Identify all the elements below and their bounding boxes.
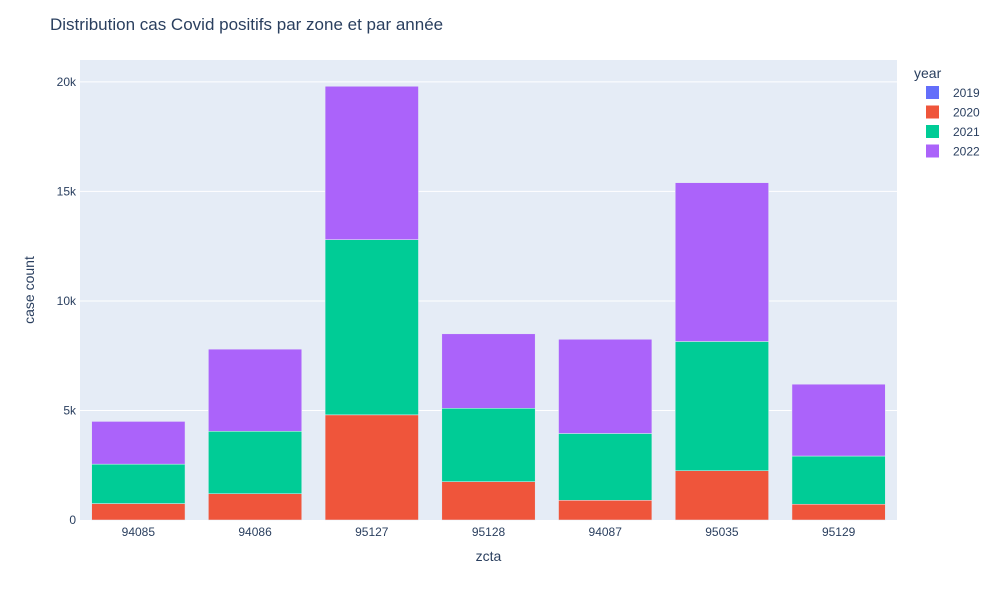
bar-95127-2022[interactable] [324,86,419,240]
bar-94085-2021[interactable] [91,463,186,504]
x-tick-label: 95129 [822,525,856,539]
legend: year 2019 2020 2021 2022 [914,65,980,159]
y-tick-label: 15k [57,184,77,198]
legend-swatch-2019[interactable] [926,86,939,99]
y-axis-label: case count [21,256,37,324]
bar-94086-2020[interactable] [208,493,303,521]
bar-95129-2022[interactable] [791,383,886,457]
y-axis-ticks: 0 5k 10k 15k 20k [57,75,77,527]
bar-94087-2022[interactable] [558,339,653,434]
bar-95035-2022[interactable] [674,182,769,342]
legend-title: year [914,65,942,81]
y-tick-label: 0 [69,513,76,527]
bar-95128-2022[interactable] [441,333,536,409]
bar-95127-2020[interactable] [324,414,419,521]
x-axis-label: zcta [476,548,502,564]
x-tick-label: 94086 [238,525,272,539]
bar-95128-2020[interactable] [441,481,536,521]
y-tick-label: 20k [57,75,77,89]
x-tick-label: 95127 [355,525,389,539]
legend-label-2021[interactable]: 2021 [953,125,980,139]
bar-95128-2021[interactable] [441,408,536,482]
bars [91,86,886,521]
bar-95035-2020[interactable] [674,470,769,521]
bar-94085-2020[interactable] [91,503,186,521]
x-tick-label: 95128 [472,525,506,539]
x-tick-label: 94087 [589,525,623,539]
legend-swatch-2022[interactable] [926,144,939,158]
bar-94087-2020[interactable] [558,500,653,521]
bar-94086-2021[interactable] [208,431,303,494]
bar-94085-2022[interactable] [91,421,186,465]
bar-94086-2022[interactable] [208,348,303,432]
y-tick-label: 10k [57,294,77,308]
bar-94087-2021[interactable] [558,433,653,501]
legend-label-2019[interactable]: 2019 [953,86,980,100]
legend-swatch-2020[interactable] [926,105,939,119]
chart-title: Distribution cas Covid positifs par zone… [50,15,443,34]
x-tick-label: 94085 [122,525,156,539]
legend-swatch-2021[interactable] [926,125,939,138]
bar-95127-2021[interactable] [324,239,419,416]
x-axis-ticks: 94085 94086 95127 95128 94087 95035 95129 [122,525,856,539]
legend-label-2022[interactable]: 2022 [953,145,980,159]
legend-label-2020[interactable]: 2020 [953,106,980,120]
x-tick-label: 95035 [705,525,739,539]
bar-95035-2021[interactable] [674,341,769,471]
y-tick-label: 5k [63,403,77,417]
bar-95129-2020[interactable] [791,503,886,521]
bar-95129-2021[interactable] [791,455,886,505]
